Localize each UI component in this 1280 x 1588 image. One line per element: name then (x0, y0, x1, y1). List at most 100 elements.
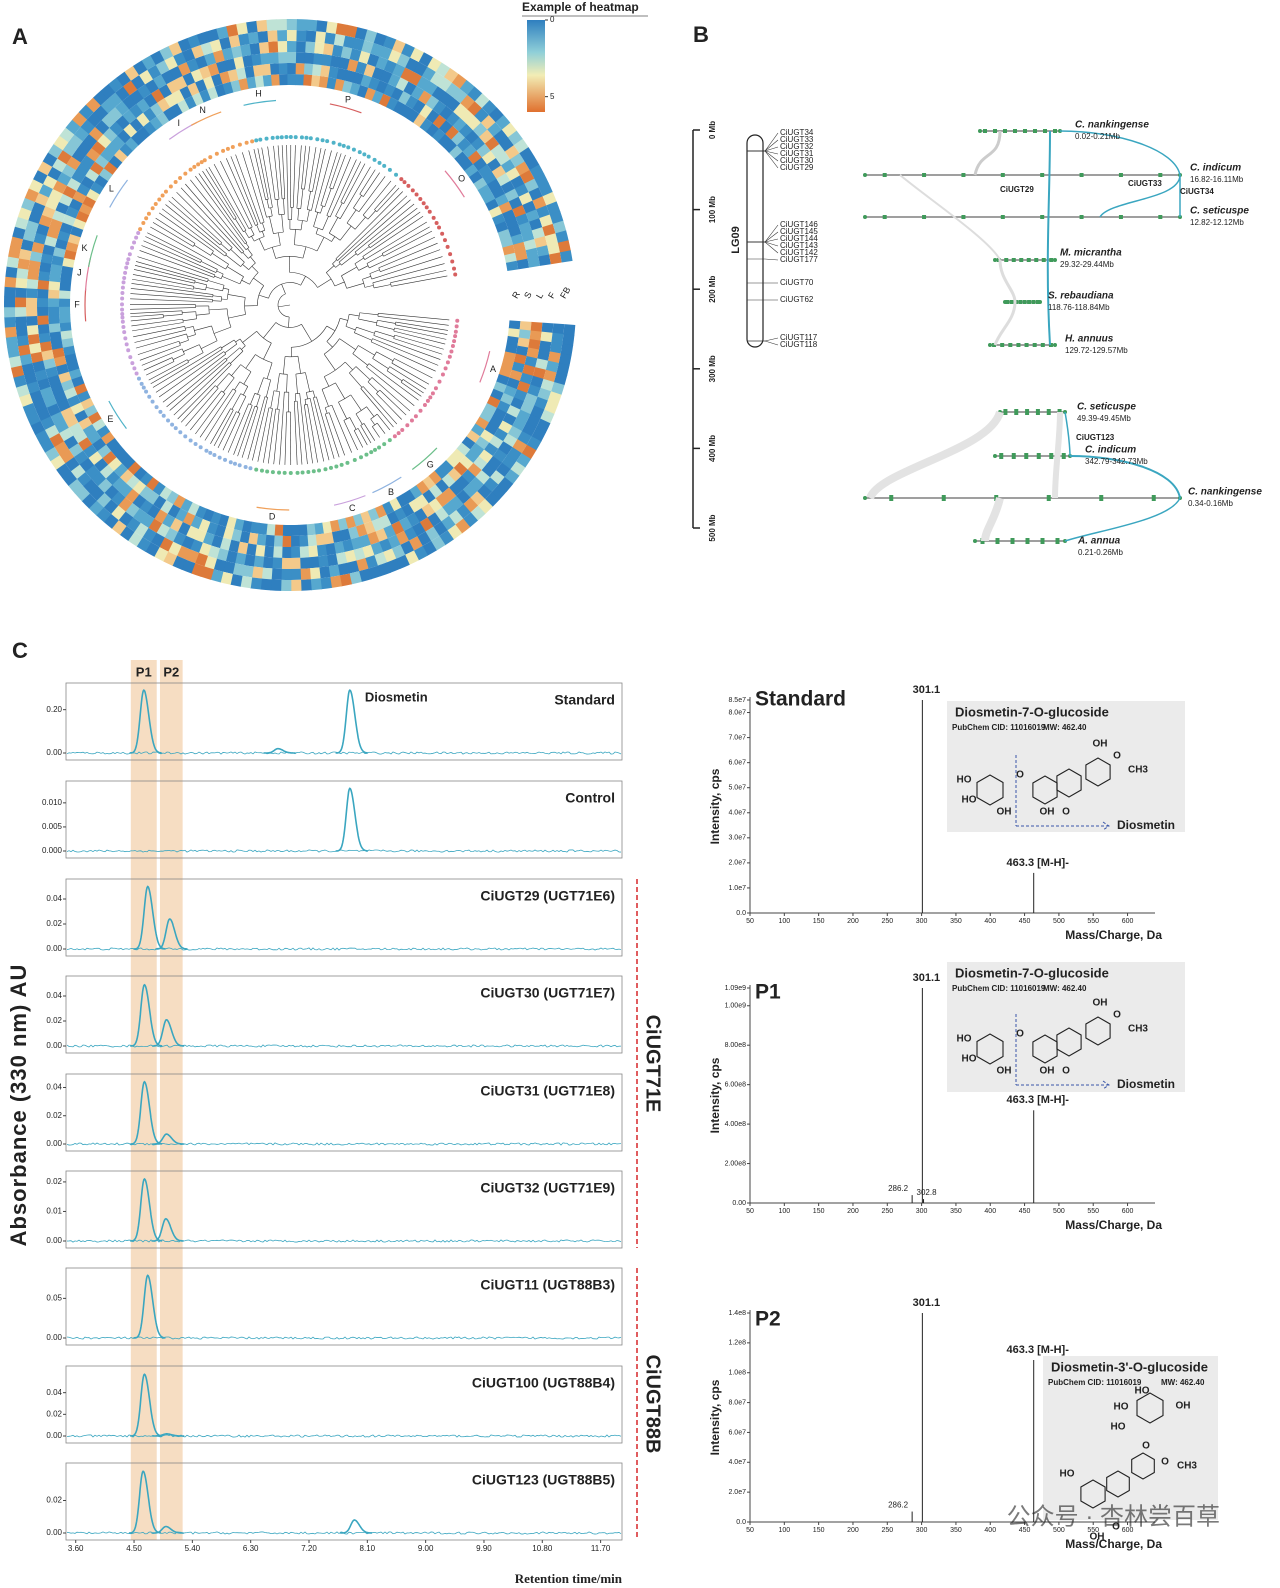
tree-branch (368, 207, 418, 246)
heatmap-cell (491, 165, 507, 180)
tree-branch (222, 413, 241, 451)
heatmap-cell (464, 449, 479, 464)
heatmap-cell (40, 252, 54, 265)
tree-branch (251, 236, 255, 242)
leaf-dot (208, 155, 213, 160)
heatmap-cell (37, 377, 51, 391)
tree-arc (273, 390, 280, 392)
heatmap-cell (228, 539, 240, 553)
heatmap-cell (349, 571, 362, 585)
gene-block (1055, 538, 1060, 544)
heatmap-cell (552, 323, 565, 335)
heatmap-cell (457, 137, 472, 152)
compound-background (1043, 1356, 1218, 1520)
heatmap-cell (34, 368, 48, 382)
heatmap-cell (37, 306, 49, 317)
gene-block (1049, 453, 1054, 459)
tree-branch (340, 161, 362, 203)
heatmap-cell (15, 325, 28, 337)
heatmap-cell (547, 391, 562, 405)
heatmap-cell (254, 75, 265, 88)
leaf-dot (228, 460, 233, 465)
heatmap-cell (212, 49, 226, 64)
heatmap-cell (549, 252, 562, 265)
heatmap-cell (501, 454, 517, 470)
leaf-dot (121, 324, 126, 329)
heatmap-cell (282, 524, 292, 536)
y-tick-label: 0.02 (46, 1496, 62, 1505)
species-range: 118.76-118.84Mb (1048, 303, 1110, 312)
heatmap-cell (461, 469, 476, 484)
tree-branch (391, 362, 430, 385)
leaf-dot (440, 372, 445, 377)
y-tick-label: 1.4e8 (728, 1310, 746, 1317)
tree-arc (295, 372, 306, 375)
tree-branch (177, 364, 232, 420)
atom-label: CH3 (1177, 1461, 1197, 1472)
tree-branch (377, 319, 396, 324)
x-axis-label: Mass/Charge, Da (1065, 1537, 1162, 1551)
heatmap-cell (539, 214, 553, 228)
y-tick-label: 5.0e7 (728, 785, 746, 792)
heatmap-cell (18, 248, 32, 261)
tree-arc (329, 187, 334, 190)
heatmap-cell (198, 542, 212, 556)
heatmap-cell (431, 86, 446, 101)
tree-arc (233, 339, 238, 345)
x-tick-label: 450 (1019, 1527, 1031, 1534)
heatmap-cell (53, 246, 66, 258)
heatmap-column: S (522, 290, 534, 300)
heatmap-cell (270, 579, 282, 591)
heatmap-cell (119, 525, 135, 541)
tree-branch (204, 390, 237, 441)
gene-block (1018, 300, 1023, 304)
track-end (973, 539, 977, 543)
heatmap-cell (77, 436, 93, 451)
tree-branch (306, 191, 311, 210)
heatmap-cell (258, 41, 270, 54)
heatmap-cell (337, 517, 349, 531)
heatmap-cell (263, 545, 274, 558)
heatmap-cell (504, 469, 520, 485)
heatmap-cell (455, 475, 470, 490)
leaf-dot (433, 386, 438, 391)
tree-arc (239, 381, 248, 387)
gene-block (992, 343, 997, 347)
heatmap-cell (82, 133, 98, 149)
peak (128, 1470, 162, 1534)
heatmap-cell (470, 491, 486, 507)
heatmap-cell (71, 169, 86, 184)
tree-branch (173, 362, 230, 416)
y-tick-label: 6.0e7 (728, 759, 746, 766)
heatmap-cell (161, 513, 176, 528)
tree-branch (253, 277, 264, 286)
tree-branch (230, 249, 245, 263)
y-tick-label: 0.01 (46, 1207, 62, 1216)
heatmap-cell (247, 532, 259, 545)
tree-branch (237, 396, 247, 413)
heatmap-cell (57, 149, 73, 165)
heatmap-cell (168, 41, 183, 57)
tree-branch (314, 150, 332, 212)
tree-branch (208, 308, 228, 311)
y-tick-label: 4.0e7 (728, 1459, 746, 1466)
heatmap-cell (511, 361, 525, 374)
tree-branch (187, 352, 204, 362)
tree-branch (152, 346, 221, 388)
heatmap-cell (133, 466, 147, 481)
ring (1056, 768, 1082, 798)
x-axis-label: Mass/Charge, Da (1065, 928, 1162, 942)
heatmap-cell (81, 493, 97, 509)
heatmap-cell (479, 409, 494, 423)
heatmap-cell (125, 502, 140, 518)
leaf-dot (362, 152, 367, 157)
tree-branch (346, 209, 357, 224)
heatmap-cell (536, 205, 550, 219)
heatmap-cell (495, 221, 509, 234)
heatmap-cell (82, 195, 97, 209)
leaf-dot (144, 389, 149, 394)
leaf-dot (293, 135, 298, 140)
tree-branch (171, 196, 222, 243)
heatmap-cell (246, 76, 257, 89)
heatmap-cell (441, 473, 456, 488)
